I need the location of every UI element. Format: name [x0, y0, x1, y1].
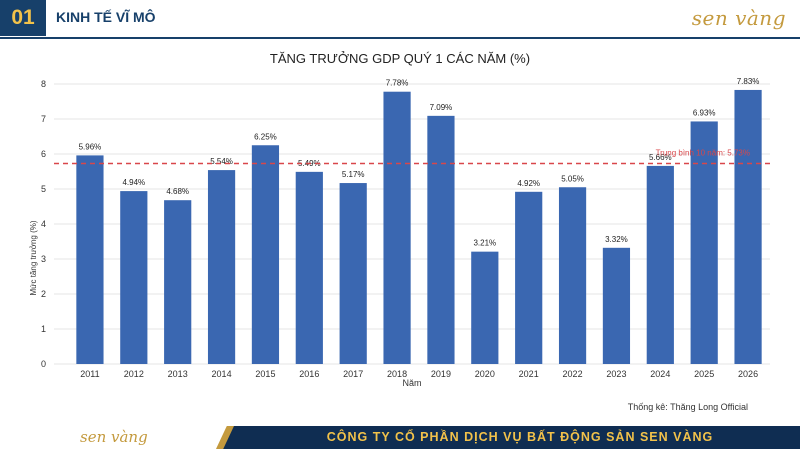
x-tick-label-2013: 2013 [168, 369, 188, 379]
bar-2024 [646, 165, 674, 364]
bar-2026 [734, 89, 762, 364]
bar-2025 [690, 121, 718, 364]
value-label-2017: 5.17% [342, 170, 365, 179]
footer: sen vàng CÔNG TY CỔ PHẦN DỊCH VỤ BẤT ĐỘN… [0, 426, 800, 449]
footer-logo-panel [0, 426, 232, 449]
average-line-label: Trung bình 10 năm: 5.73% [656, 148, 750, 157]
bar-2017 [339, 183, 367, 364]
value-labels: 5.96%4.94%4.68%5.54%6.25%5.49%5.17%7.78%… [79, 77, 760, 248]
bar-2023 [602, 247, 631, 364]
bar-2019 [427, 115, 455, 364]
footer-logo: sen vàng [80, 428, 148, 446]
value-label-2026: 7.83% [737, 77, 760, 86]
y-tick-label: 6 [41, 149, 46, 159]
y-tick-label: 5 [41, 184, 46, 194]
x-tick-labels: 2011 2012 2013 2014 2015 2016 2017 2018 2019 2020… [80, 369, 758, 379]
value-label-2023: 3.32% [605, 235, 628, 244]
bar-2018 [383, 91, 411, 364]
bar-2021 [515, 191, 543, 364]
y-tick-label: 4 [41, 219, 46, 229]
bar-2013 [164, 200, 192, 364]
value-label-2020: 3.21% [473, 239, 496, 248]
bar-2015 [251, 145, 280, 364]
x-tick-label-2017: 2017 [343, 369, 363, 379]
value-label-2018: 7.78% [386, 79, 409, 88]
x-tick-label-2011: 2011 [80, 369, 99, 379]
value-label-2022: 5.05% [561, 174, 584, 183]
x-tick-label-2016: 2016 [299, 369, 319, 379]
y-axis-label: Mức tăng trưởng (%) [29, 220, 38, 295]
chart-title: TĂNG TRƯỞNG GDP QUÝ 1 CÁC NĂM (%) [270, 51, 530, 66]
x-tick-label-2012: 2012 [124, 369, 144, 379]
x-tick-label-2022: 2022 [563, 369, 583, 379]
bar-2011 [76, 155, 104, 364]
value-label-2015: 6.25% [254, 132, 277, 141]
value-label-2013: 4.68% [166, 187, 189, 196]
y-tick-label: 2 [41, 289, 46, 299]
x-tick-label-2023: 2023 [606, 369, 626, 379]
gdp-bar-chart: TĂNG TRƯỞNG GDP QUÝ 1 CÁC NĂM (%) 0 1 2 3 4 5… [29, 51, 770, 388]
value-label-2014: 5.54% [210, 157, 233, 166]
bar-2014 [207, 170, 236, 364]
value-label-2024: 5.66% [649, 153, 672, 162]
y-tick-label: 1 [41, 324, 46, 334]
bars [76, 89, 762, 364]
value-label-2012: 4.94% [122, 178, 145, 187]
x-tick-label-2020: 2020 [475, 369, 495, 379]
header-divider [0, 37, 800, 39]
x-tick-label-2025: 2025 [694, 369, 714, 379]
y-tick-label: 8 [41, 79, 46, 89]
bar-2020 [471, 251, 499, 364]
company-name: CÔNG TY CỔ PHẦN DỊCH VỤ BẤT ĐỘNG SẢN SEN… [326, 430, 714, 444]
x-tick-label-2024: 2024 [650, 369, 670, 379]
section-number: 01 [0, 0, 46, 36]
bar-2012 [120, 191, 148, 364]
value-label-2025: 6.93% [693, 108, 716, 117]
bar-2016 [295, 171, 323, 364]
x-tick-label-2015: 2015 [255, 369, 275, 379]
x-axis-label: Năm [402, 378, 421, 388]
y-tick-labels: 0 1 2 3 4 5 6 7 8 [41, 79, 46, 369]
bar-2022 [558, 187, 587, 364]
y-tick-label: 3 [41, 254, 46, 264]
x-tick-label-2026: 2026 [738, 369, 758, 379]
value-label-2019: 7.09% [430, 103, 453, 112]
x-tick-label-2018: 2018 [387, 369, 407, 379]
y-tick-label: 0 [41, 359, 46, 369]
x-tick-label-2021: 2021 [519, 369, 539, 379]
header: 01 KINH TẾ VĨ MÔ sen vàng [0, 0, 800, 40]
brand-logo: sen vàng [691, 6, 786, 30]
x-tick-label-2014: 2014 [212, 369, 232, 379]
y-tick-label: 7 [41, 114, 46, 124]
x-tick-label-2019: 2019 [431, 369, 451, 379]
value-label-2021: 4.92% [517, 179, 540, 188]
value-label-2011: 5.96% [79, 142, 102, 151]
section-title: KINH TẾ VĨ MÔ [56, 9, 156, 25]
source-note: Thống kê: Thăng Long Official [627, 402, 748, 412]
